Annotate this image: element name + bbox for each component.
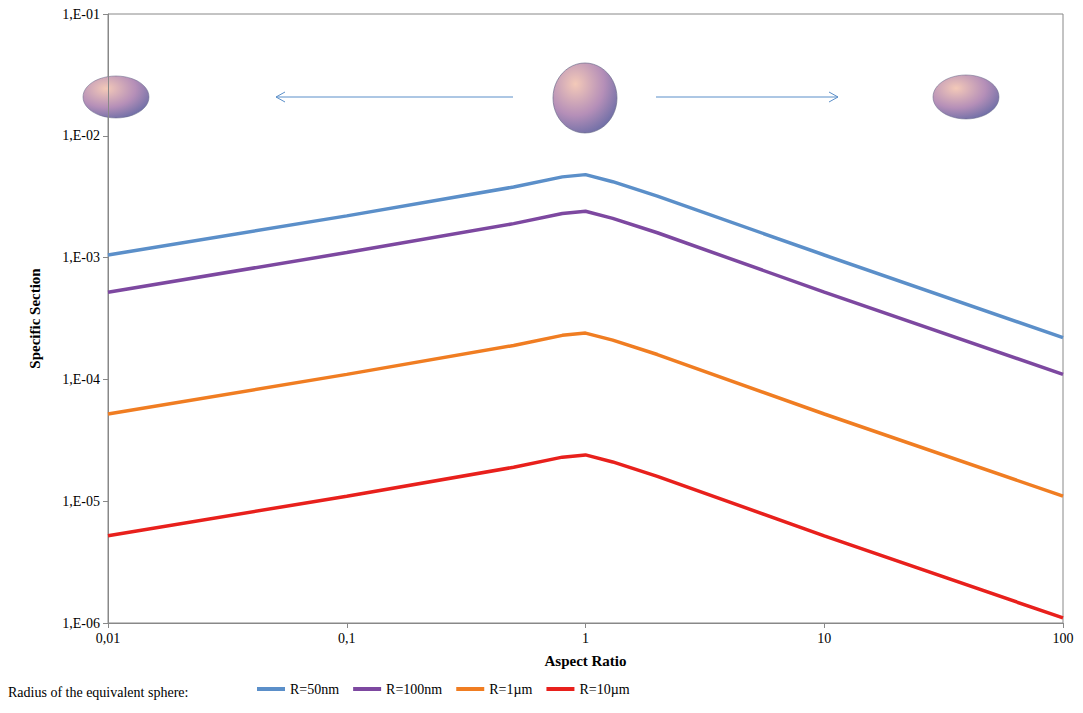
- svg-text:1,E-05: 1,E-05: [62, 494, 100, 509]
- svg-text:Specific Section: Specific Section: [27, 268, 43, 369]
- svg-text:1,E-04: 1,E-04: [62, 372, 100, 387]
- svg-text:R=1µm: R=1µm: [489, 682, 532, 697]
- svg-text:0,01: 0,01: [96, 631, 121, 646]
- svg-text:10: 10: [817, 631, 831, 646]
- svg-text:R=50nm: R=50nm: [290, 682, 339, 697]
- svg-text:0,1: 0,1: [338, 631, 356, 646]
- svg-text:Radius of the equivalent spher: Radius of the equivalent sphere:: [8, 685, 188, 700]
- svg-text:Aspect Ratio: Aspect Ratio: [544, 653, 626, 669]
- svg-text:R=100nm: R=100nm: [386, 682, 442, 697]
- svg-text:1,E-02: 1,E-02: [62, 128, 100, 143]
- svg-text:100: 100: [1053, 631, 1074, 646]
- svg-text:1,E-03: 1,E-03: [62, 250, 100, 265]
- svg-text:1: 1: [582, 631, 589, 646]
- svg-text:R=10µm: R=10µm: [579, 682, 629, 697]
- svg-text:1,E-01: 1,E-01: [62, 7, 100, 22]
- svg-text:1,E-06: 1,E-06: [62, 616, 100, 631]
